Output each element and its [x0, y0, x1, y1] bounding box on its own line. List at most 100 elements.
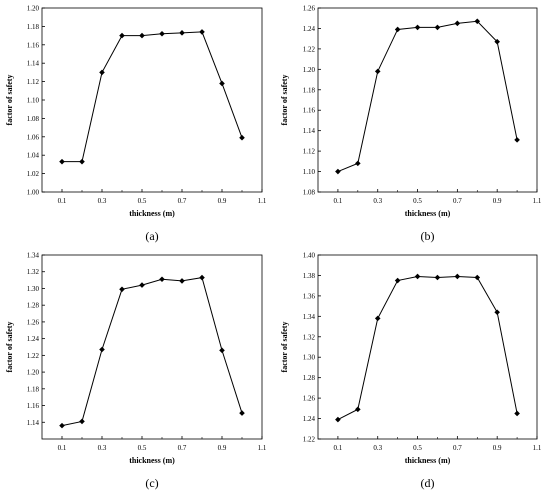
y-tick-label: 1.34	[303, 313, 316, 321]
y-tick-label: 1.22	[303, 436, 316, 444]
x-tick-label: 0.1	[58, 444, 67, 452]
y-tick-label: 1.26	[303, 5, 316, 13]
data-point-marker	[219, 347, 225, 354]
x-tick-label: 0.1	[334, 444, 343, 452]
data-point-marker	[199, 274, 205, 281]
data-point-marker	[59, 422, 65, 429]
x-tick-label: 0.9	[218, 197, 227, 205]
data-point-marker	[79, 418, 85, 425]
data-point-marker	[179, 278, 185, 284]
data-point-marker	[99, 69, 105, 76]
data-point-marker	[99, 346, 105, 353]
y-tick-label: 1.26	[303, 395, 316, 403]
x-tick-label: 0.5	[138, 197, 147, 205]
y-tick-label: 1.32	[27, 268, 40, 276]
y-tick-label: 1.10	[303, 168, 316, 176]
y-tick-label: 1.10	[27, 97, 40, 105]
plot-frame	[41, 7, 263, 193]
data-point-marker	[474, 18, 481, 25]
y-tick-label: 1.16	[27, 41, 40, 49]
y-tick-label: 1.32	[303, 333, 316, 341]
x-tick-label: 0.9	[493, 444, 502, 452]
data-point-marker	[335, 416, 341, 423]
data-point-marker	[119, 286, 125, 293]
x-tick-label: 0.9	[218, 444, 227, 452]
y-tick-label: 1.24	[303, 25, 316, 33]
chart-panel-d: 0.1 0.3 0.5 0.7 0.9 1.1 1.22 1.24 1.26 1.28 1.30 1.…	[280, 252, 542, 491]
y-tick-label: 1.18	[27, 23, 40, 31]
x-tick-label: 0.5	[413, 197, 422, 205]
x-tick-label: 0.7	[453, 444, 462, 452]
data-point-marker	[355, 406, 361, 413]
data-point-marker	[239, 410, 245, 416]
y-tick-label: 1.12	[27, 78, 40, 86]
data-point-marker	[374, 68, 381, 75]
y-tick-label: 1.06	[27, 133, 40, 141]
data-point-marker	[199, 29, 205, 35]
x-axis-label: thickness (m)	[129, 209, 175, 218]
y-tick-label: 1.18	[303, 86, 316, 94]
y-tick-label: 1.40	[303, 252, 316, 260]
panel-label: (b)	[421, 229, 435, 243]
data-point-marker	[139, 282, 145, 288]
y-tick-label: 1.04	[27, 152, 40, 160]
x-tick-label: 0.7	[453, 197, 462, 205]
x-tick-label: 1.1	[258, 444, 267, 452]
x-tick-label: 0.3	[373, 197, 382, 205]
y-tick-label: 1.24	[27, 335, 40, 343]
x-tick-label: 1.1	[533, 444, 542, 452]
series-line	[337, 275, 518, 421]
data-point-marker	[394, 26, 401, 33]
y-tick-label: 1.14	[27, 419, 40, 427]
x-tick-label: 0.7	[178, 444, 187, 452]
series-line	[62, 31, 243, 163]
series-line	[61, 277, 243, 427]
y-tick-label: 1.16	[303, 107, 316, 115]
y-tick-label: 1.22	[27, 352, 40, 360]
data-point-marker	[119, 32, 125, 39]
y-tick-label: 1.28	[303, 374, 316, 382]
x-tick-label: 0.3	[98, 444, 107, 452]
chart-panel-c: 0.1 0.3 0.5 0.7 0.9 1.1 1.14 1.16 1.18 1.20 1.22 1.…	[5, 252, 267, 491]
data-point-marker	[335, 168, 341, 175]
data-point-marker	[454, 20, 461, 27]
x-tick-label: 1.1	[258, 197, 267, 205]
y-tick-label: 1.00	[27, 189, 40, 197]
data-point-marker	[414, 24, 421, 31]
plot-frame	[317, 7, 538, 193]
x-tick-label: 0.5	[138, 444, 147, 452]
y-tick-label: 1.08	[303, 189, 316, 197]
data-point-marker	[139, 32, 145, 39]
y-axis-label: factor of safety	[5, 322, 14, 373]
panel-label: (d)	[421, 476, 435, 490]
y-tick-label: 1.16	[27, 402, 40, 410]
data-point-marker	[494, 309, 500, 316]
y-tick-label: 1.22	[303, 45, 316, 53]
y-tick-label: 1.02	[27, 170, 40, 178]
x-axis-label: thickness (m)	[405, 456, 451, 465]
plot-frame	[41, 254, 263, 440]
data-point-marker	[474, 274, 481, 281]
y-tick-label: 1.26	[27, 318, 40, 326]
x-tick-label: 0.5	[413, 444, 422, 452]
data-point-marker	[239, 134, 245, 141]
data-point-marker	[374, 315, 381, 322]
data-point-marker	[514, 137, 520, 143]
data-point-marker	[434, 274, 441, 281]
y-tick-label: 1.30	[27, 285, 40, 293]
y-tick-label: 1.20	[303, 66, 316, 74]
data-point-marker	[514, 410, 520, 417]
y-tick-label: 1.20	[27, 369, 40, 377]
data-point-marker	[355, 160, 361, 167]
y-axis-label: factor of safety	[280, 75, 289, 126]
panel-label: (a)	[145, 229, 158, 243]
y-tick-label: 1.30	[303, 354, 316, 362]
y-axis-label: factor of safety	[280, 322, 289, 373]
series-line	[337, 20, 518, 173]
y-tick-label: 1.14	[27, 60, 40, 68]
y-axis-label: factor of safety	[5, 75, 14, 126]
data-point-marker	[179, 30, 185, 36]
y-tick-label: 1.28	[27, 302, 40, 310]
y-tick-label: 1.36	[303, 292, 316, 300]
data-point-marker	[159, 276, 165, 283]
